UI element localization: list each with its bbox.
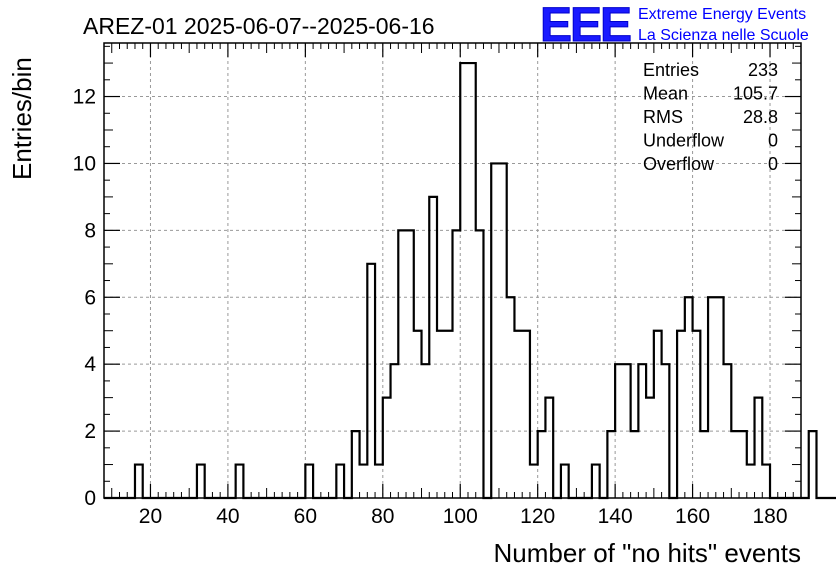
axis-ticks — [104, 43, 801, 499]
histogram-bin — [747, 465, 755, 498]
stat-label: Mean — [643, 84, 688, 104]
stats-box: Entries 233 Mean 105.7 RMS 28.8 Underflow 0 Over… — [643, 60, 778, 174]
y-tick-labels: 0 2 4 6 8 10 12 — [73, 86, 97, 510]
histogram-bin — [716, 297, 724, 498]
x-tick-label: 20 — [139, 505, 162, 528]
y-tick-label: 10 — [73, 152, 96, 175]
histogram-bin — [360, 465, 368, 498]
histogram-bin — [708, 297, 716, 498]
brand-line-1: Extreme Energy Events — [638, 6, 806, 23]
stat-value: 105.7 — [733, 84, 778, 104]
x-tick-label: 60 — [294, 505, 317, 528]
x-tick-label: 100 — [443, 505, 478, 528]
stat-value: 0 — [768, 154, 778, 174]
histogram-bin — [530, 465, 538, 498]
y-tick-label: 4 — [84, 353, 96, 376]
histogram-bin — [429, 197, 437, 498]
histogram-bin — [499, 163, 507, 498]
histogram-bin — [336, 465, 344, 498]
brand-line-2: La Scienza nelle Scuole — [638, 27, 809, 44]
histogram-bin — [631, 431, 639, 498]
histogram-bin — [445, 331, 453, 498]
histogram-bin — [352, 431, 360, 498]
histogram-bin — [538, 431, 546, 498]
histogram-outline — [104, 61, 836, 500]
histogram-bin — [607, 431, 615, 498]
histogram-bin — [654, 331, 662, 498]
histogram-bin — [367, 264, 375, 498]
stat-label: Underflow — [643, 131, 725, 151]
histogram-bin — [383, 398, 391, 498]
histogram-bin — [762, 465, 770, 498]
x-tick-label: 80 — [371, 505, 394, 528]
histogram-bin — [739, 431, 747, 498]
histogram-bin — [414, 331, 422, 498]
histogram-bin — [592, 465, 600, 498]
stat-label: Overflow — [643, 154, 715, 174]
x-tick-label: 40 — [216, 505, 239, 528]
y-axis-label: Entries/bin — [7, 57, 37, 180]
x-tick-label: 140 — [598, 505, 633, 528]
histogram-bin — [522, 331, 530, 498]
stat-value: 0 — [768, 131, 778, 151]
histogram-bin — [685, 297, 693, 498]
histogram-bin — [305, 465, 313, 498]
x-tick-label: 120 — [520, 505, 555, 528]
x-axis-label: Number of "no hits" events — [494, 538, 802, 568]
histogram-bin — [135, 465, 143, 498]
y-tick-label: 8 — [84, 219, 96, 242]
histogram-bin — [809, 431, 817, 498]
histogram-bin — [700, 431, 708, 498]
histogram-bin — [646, 398, 654, 498]
histogram-bin — [561, 465, 569, 498]
histogram-bin — [491, 163, 499, 498]
histogram-bin — [375, 465, 383, 498]
histogram-series — [104, 61, 836, 500]
chart-title: AREZ-01 2025-06-07--2025-06-16 — [83, 13, 435, 39]
x-tick-labels: 20 40 60 80 100 120 140 160 180 — [139, 505, 788, 528]
stat-label: Entries — [643, 60, 699, 80]
stat-value: 233 — [748, 60, 778, 80]
y-tick-label: 0 — [84, 487, 96, 510]
histogram-bin — [468, 63, 476, 498]
histogram-bin — [460, 63, 468, 498]
y-tick-label: 6 — [84, 286, 96, 309]
x-tick-label: 160 — [675, 505, 710, 528]
histogram-bin — [437, 331, 445, 498]
histogram-bin — [677, 331, 685, 498]
x-tick-label: 180 — [752, 505, 787, 528]
histogram-bin — [545, 398, 553, 498]
grid-lines — [104, 43, 801, 498]
y-tick-label: 2 — [84, 420, 96, 443]
stat-label: RMS — [643, 107, 683, 127]
histogram-bin — [507, 297, 515, 498]
histogram-bin — [693, 331, 701, 498]
histogram-bin — [236, 465, 244, 498]
eee-logo: EEE Extreme Energy Events La Scienza nel… — [540, 0, 809, 53]
histogram-bin — [197, 465, 205, 498]
histogram-bin — [755, 398, 763, 498]
histogram-bin — [514, 331, 522, 498]
stat-value: 28.8 — [743, 107, 778, 127]
histogram-bin — [731, 431, 739, 498]
y-tick-label: 12 — [73, 86, 96, 109]
